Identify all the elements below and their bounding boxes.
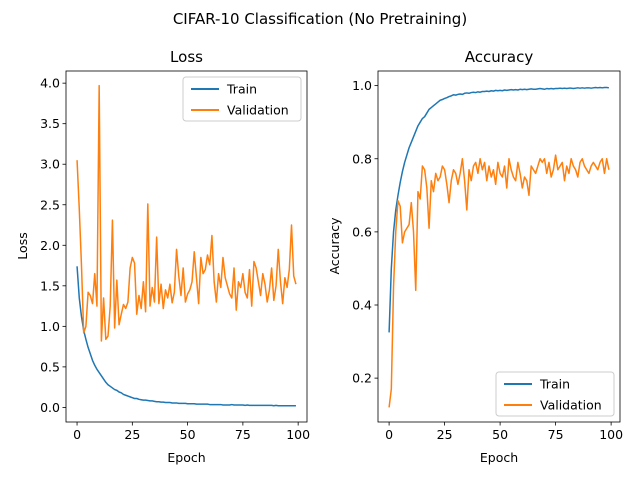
loss-plot-area: 0 25 50 75 100 0.0 0.5 1.0 1.5 2.0 2.5 3.0 3.5 4.0 [40, 70, 310, 442]
figure-suptitle: CIFAR-10 Classification (No Pretraining) [173, 10, 467, 28]
accuracy-y-axis-label: Accuracy [327, 217, 342, 275]
loss-series-train-line [76, 266, 296, 407]
loss-x-tick-label: 50 [180, 427, 196, 442]
accuracy-y-tick-label: 0.4 [352, 298, 372, 313]
loss-x-tick-label: 0 [73, 427, 81, 442]
loss-x-tick-label: 75 [235, 427, 251, 442]
accuracy-series-train-line [388, 86, 610, 333]
accuracy-panel-title: Accuracy [465, 48, 534, 66]
loss-legend: Train Validation [182, 76, 302, 122]
accuracy-series-validation-line [388, 154, 610, 408]
loss-legend-label-train: Train [226, 82, 257, 97]
accuracy-y-tick-label: 1.0 [352, 78, 372, 93]
loss-y-tick-label: 2.0 [40, 238, 60, 253]
accuracy-x-tick-label: 75 [548, 427, 564, 442]
accuracy-x-tick-label: 100 [599, 427, 623, 442]
loss-panel: Loss Epoch Loss 0 25 50 75 100 0.0 0.5 1.0 1.5 2.… [15, 48, 310, 465]
loss-series-validation-line [76, 84, 297, 342]
accuracy-x-axis-label: Epoch [480, 450, 518, 465]
accuracy-x-tick-label: 50 [492, 427, 508, 442]
loss-legend-label-validation: Validation [227, 103, 289, 118]
accuracy-x-tick-label: 0 [385, 427, 393, 442]
accuracy-plot-area: 0 25 50 75 100 0.2 0.4 0.6 0.8 1.0 [352, 70, 623, 442]
loss-x-tick-label: 100 [286, 427, 310, 442]
loss-y-tick-label: 4.0 [40, 76, 60, 91]
accuracy-y-tick-label: 0.6 [352, 224, 372, 239]
loss-y-tick-label: 1.0 [40, 319, 60, 334]
accuracy-panel: Accuracy Epoch Accuracy 0 25 50 75 100 0.2 0.4… [327, 48, 623, 465]
loss-y-tick-label: 0.5 [40, 359, 60, 374]
accuracy-x-tick-label: 25 [437, 427, 453, 442]
loss-panel-title: Loss [170, 48, 203, 66]
accuracy-axes-frame [377, 70, 621, 423]
loss-axes-frame [65, 70, 308, 423]
loss-y-tick-label: 1.5 [40, 278, 60, 293]
accuracy-y-tick-label: 0.2 [352, 371, 372, 386]
accuracy-legend-label-train: Train [539, 377, 570, 392]
accuracy-legend-label-validation: Validation [540, 398, 602, 413]
loss-y-axis-label: Loss [15, 232, 30, 259]
loss-y-tick-label: 3.5 [40, 116, 60, 131]
accuracy-y-tick-label: 0.8 [352, 151, 372, 166]
loss-x-tick-label: 25 [124, 427, 140, 442]
loss-x-axis-label: Epoch [167, 450, 205, 465]
loss-y-tick-label: 3.0 [40, 157, 60, 172]
loss-y-tick-label: 0.0 [40, 400, 60, 415]
loss-y-tick-label: 2.5 [40, 197, 60, 212]
accuracy-legend: Train Validation [495, 371, 615, 417]
